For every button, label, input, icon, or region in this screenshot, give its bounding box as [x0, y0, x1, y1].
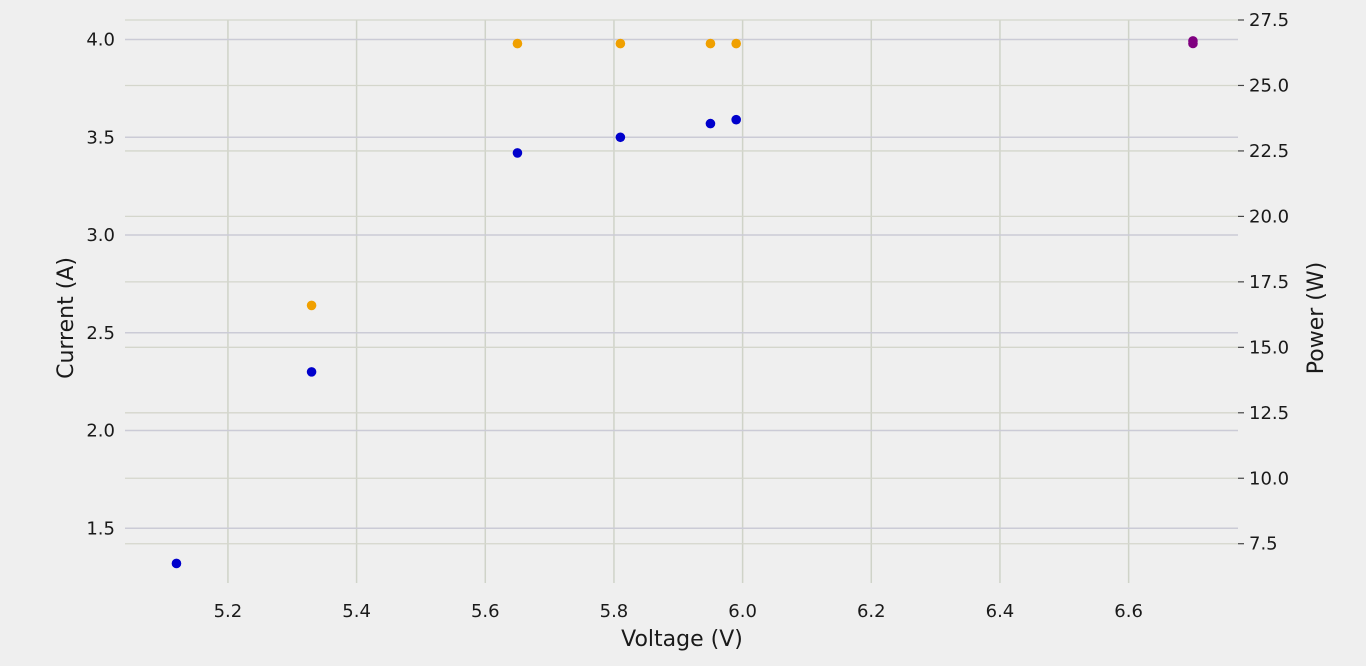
y2-tick-label: 10.0 — [1249, 468, 1289, 489]
current-point — [731, 114, 741, 125]
current-point — [171, 558, 182, 569]
y2-tick-label: 7.5 — [1249, 534, 1278, 555]
y-tick-label: 2.0 — [86, 421, 115, 442]
x-tick-label: 5.2 — [214, 601, 243, 622]
y-axis-label: Current (A) — [54, 257, 79, 379]
y2-tick-label: 17.5 — [1249, 272, 1289, 293]
y-tick-label: 1.5 — [86, 518, 115, 539]
x-tick-label: 6.6 — [1114, 601, 1143, 622]
y-axis-ticks: 1.5 2.0 2.5 3.0 3.5 4.0 — [86, 30, 115, 540]
y2-tick-label: 22.5 — [1249, 141, 1289, 162]
current-point — [705, 118, 716, 129]
current-point — [306, 367, 317, 377]
y2-tick-label: 20.0 — [1249, 206, 1289, 227]
power-point — [731, 38, 741, 49]
y2-tick-label: 25.0 — [1249, 75, 1289, 96]
y-tick-label: 4.0 — [86, 30, 115, 51]
power-point — [705, 38, 716, 49]
x-tick-label: 5.4 — [342, 601, 371, 622]
x-axis-ticks: 5.2 5.4 5.6 5.8 6.0 6.2 6.4 6.6 — [214, 601, 1143, 622]
x-tick-label: 5.8 — [600, 601, 629, 622]
x-tick-label: 6.0 — [728, 601, 757, 622]
y-tick-label: 3.5 — [86, 127, 115, 148]
y2-tick-label: 27.5 — [1249, 10, 1289, 31]
power-point — [615, 38, 626, 49]
x-axis-label: Voltage (V) — [621, 627, 743, 652]
current-point — [615, 132, 626, 143]
y2-tick-label: 12.5 — [1249, 403, 1289, 424]
y-tick-label: 2.5 — [86, 323, 115, 344]
y2-axis-ticks: 7.5 10.0 12.5 15.0 17.5 20.0 22.5 25.0 27.5 — [1238, 10, 1289, 555]
y-tick-label: 3.0 — [86, 225, 115, 246]
data-points — [171, 36, 1198, 569]
y2-axis-label: Power (W) — [1304, 262, 1329, 374]
grid — [125, 19, 1238, 583]
current-point — [1188, 38, 1198, 49]
x-tick-label: 6.4 — [986, 601, 1015, 622]
current-point — [512, 148, 523, 158]
power-point — [306, 300, 317, 311]
x-tick-label: 6.2 — [857, 601, 886, 622]
power-point — [512, 38, 523, 49]
x-tick-label: 5.6 — [471, 601, 500, 622]
y2-tick-label: 15.0 — [1249, 337, 1289, 358]
